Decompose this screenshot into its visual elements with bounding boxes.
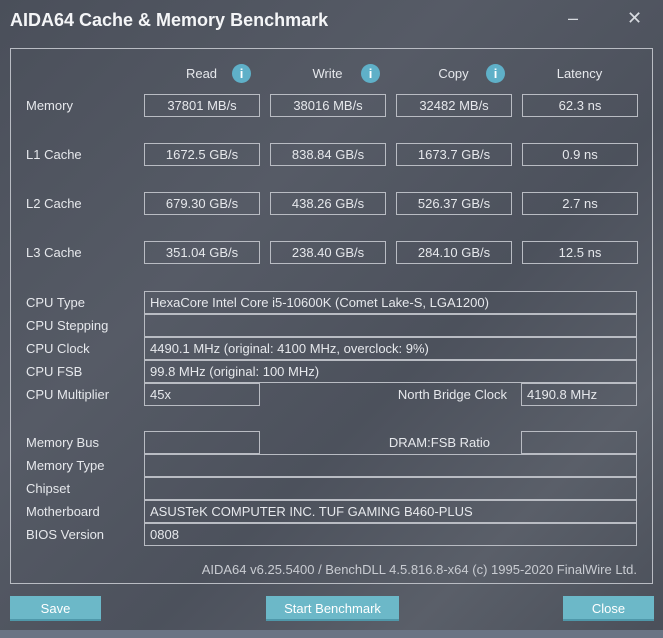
latency-header: Latency	[556, 66, 603, 81]
chipset-label: Chipset	[26, 481, 71, 496]
bottom-bar	[0, 630, 663, 638]
memory-bus-field	[144, 431, 260, 454]
nb-clock-field: 4190.8 MHz	[521, 383, 637, 406]
copy-info-icon[interactable]: i	[486, 64, 505, 83]
minimize-button[interactable]: –	[568, 8, 579, 28]
bench-row-label: Memory	[26, 98, 73, 113]
chipset-field	[144, 477, 637, 500]
read-info-icon[interactable]: i	[232, 64, 251, 83]
latency-value-field: 0.9 ns	[522, 143, 638, 166]
copy-header: Copy	[438, 66, 469, 81]
cpu-multiplier-field: 45x	[144, 383, 260, 406]
read-value-field: 1672.5 GB/s	[144, 143, 260, 166]
copy-value-field: 526.37 GB/s	[396, 192, 512, 215]
write-header: Write	[312, 66, 343, 81]
write-value-field: 838.84 GB/s	[270, 143, 386, 166]
bench-row-label: L3 Cache	[26, 245, 82, 260]
write-value-field: 238.40 GB/s	[270, 241, 386, 264]
cpu-fsb-field: 99.8 MHz (original: 100 MHz)	[144, 360, 637, 383]
bench-row-label: L1 Cache	[26, 147, 82, 162]
memory-type-field	[144, 454, 637, 477]
memory-type-label: Memory Type	[26, 458, 105, 473]
latency-value-field: 2.7 ns	[522, 192, 638, 215]
close-button[interactable]: Close	[563, 596, 654, 621]
bios-version-field: 0808	[144, 523, 637, 546]
benchmark-panel	[10, 48, 653, 584]
cpu-clock-label: CPU Clock	[26, 341, 90, 356]
read-value-field: 37801 MB/s	[144, 94, 260, 117]
dram-fsb-field	[521, 431, 637, 454]
cpu-clock-field: 4490.1 MHz (original: 4100 MHz, overcloc…	[144, 337, 637, 360]
cpu-stepping-label: CPU Stepping	[26, 318, 109, 333]
cpu-type-label: CPU Type	[26, 295, 86, 310]
read-value-field: 679.30 GB/s	[144, 192, 260, 215]
bios-version-label: BIOS Version	[26, 527, 105, 542]
version-footer: AIDA64 v6.25.5400 / BenchDLL 4.5.816.8-x…	[201, 562, 637, 577]
read-header: Read	[185, 66, 218, 81]
start-benchmark-button[interactable]: Start Benchmark	[266, 596, 399, 621]
motherboard-label: Motherboard	[26, 504, 100, 519]
cpu-multiplier-label: CPU Multiplier	[26, 387, 110, 402]
read-value-field: 351.04 GB/s	[144, 241, 260, 264]
copy-value-field: 284.10 GB/s	[396, 241, 512, 264]
cpu-fsb-label: CPU FSB	[26, 364, 83, 379]
memory-bus-label: Memory Bus	[26, 435, 99, 450]
cpu-type-field: HexaCore Intel Core i5-10600K (Comet Lak…	[144, 291, 637, 314]
bench-row-label: L2 Cache	[26, 196, 82, 211]
motherboard-field: ASUSTeK COMPUTER INC. TUF GAMING B460-PL…	[144, 500, 637, 523]
cpu-stepping-field	[144, 314, 637, 337]
latency-value-field: 12.5 ns	[522, 241, 638, 264]
write-value-field: 38016 MB/s	[270, 94, 386, 117]
copy-value-field: 32482 MB/s	[396, 94, 512, 117]
write-value-field: 438.26 GB/s	[270, 192, 386, 215]
copy-value-field: 1673.7 GB/s	[396, 143, 512, 166]
write-info-icon[interactable]: i	[361, 64, 380, 83]
close-window-button[interactable]: ✕	[627, 8, 643, 28]
window-title: AIDA64 Cache & Memory Benchmark	[10, 10, 329, 30]
save-button[interactable]: Save	[10, 596, 101, 621]
dram-fsb-label: DRAM:FSB Ratio	[388, 435, 490, 450]
latency-value-field: 62.3 ns	[522, 94, 638, 117]
nb-clock-label: North Bridge Clock	[397, 387, 507, 402]
